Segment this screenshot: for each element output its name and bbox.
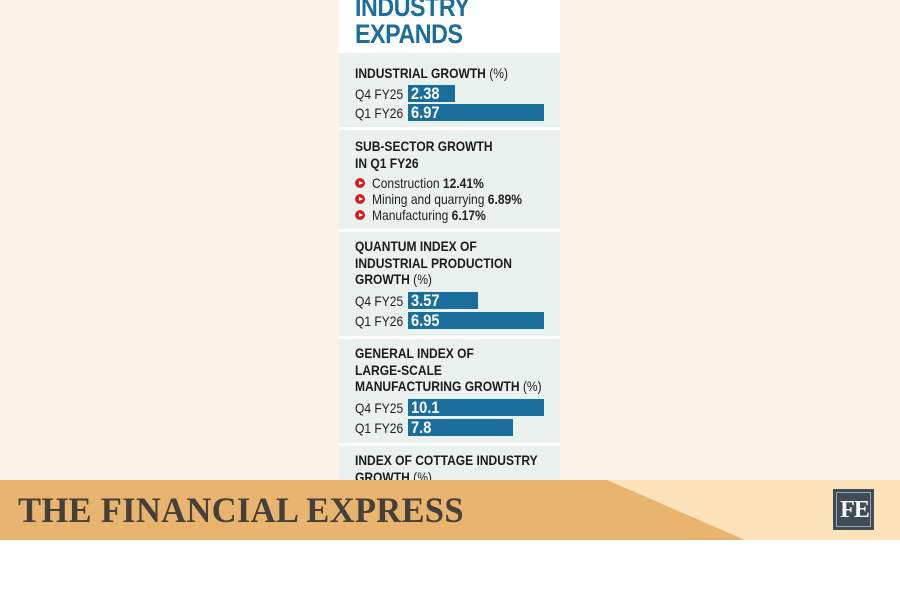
unit-text: (%): [522, 378, 542, 394]
bar-value: 2.38: [411, 84, 440, 103]
bar-q4-fy25: 2.38: [408, 85, 455, 102]
bar-row: Q4 FY25 3.57: [355, 292, 555, 310]
bar-q1-fy26: 6.97: [408, 104, 544, 121]
section-lsm-growth: GENERAL INDEX OF LARGE-SCALE MANUFACTURI…: [339, 339, 560, 443]
bar-value: 3.57: [411, 291, 440, 310]
section-heading: GENERAL INDEX OF LARGE-SCALE MANUFACTURI…: [355, 345, 542, 395]
bar-value: 6.95: [411, 311, 440, 330]
bar-q1-fy26: 6.95: [408, 312, 544, 329]
item-name: Construction: [372, 175, 440, 191]
bar-label: Q4 FY25: [355, 400, 404, 416]
section-qip-growth: QUANTUM INDEX OF INDUSTRIAL PRODUCTION G…: [339, 232, 560, 336]
bar-row: Q1 FY26 7.8: [355, 419, 555, 437]
heading-line: GROWTH (%): [355, 271, 512, 288]
list-item-text: Mining and quarrying 6.89%: [372, 191, 522, 207]
bar-row: Q1 FY26 6.95: [355, 312, 555, 330]
logo-text: FE: [840, 497, 870, 523]
item-name: Mining and quarrying: [372, 191, 485, 207]
heading-line: LARGE-SCALE: [355, 361, 442, 378]
heading-line: SUB-SECTOR GROWTH: [355, 138, 493, 154]
section-sub-sector-growth: SUB-SECTOR GROWTH IN Q1 FY26 Constructio…: [339, 130, 560, 229]
bar-row: Q4 FY25 10.1: [355, 399, 555, 417]
heading-line: QUANTUM INDEX OF: [355, 238, 477, 254]
list-item-text: Manufacturing 6.17%: [372, 207, 486, 223]
infographic-title: INDUSTRY EXPANDS: [355, 0, 470, 49]
bar-label: Q1 FY26: [355, 420, 404, 436]
heading-line: MANUFACTURING GROWTH (%): [355, 378, 542, 395]
item-value: 12.41%: [442, 175, 484, 191]
bar-row: Q1 FY26 6.97: [355, 104, 555, 122]
heading-text: GROWTH: [355, 468, 410, 481]
heading-line: GENERAL INDEX OF: [355, 345, 474, 361]
section-heading: QUANTUM INDEX OF INDUSTRIAL PRODUCTION G…: [355, 238, 512, 288]
bar-label: Q1 FY26: [355, 105, 404, 121]
section-heading: INDEX OF COTTAGE INDUSTRY GROWTH (%): [355, 452, 538, 480]
bar-label: Q4 FY25: [355, 86, 404, 102]
brand-name: THE FINANCIAL EXPRESS: [18, 490, 464, 530]
unit-text: (%): [489, 65, 508, 81]
bar-row: Q4 FY25 2.38: [355, 85, 555, 103]
item-value: 6.17%: [451, 207, 486, 223]
heading-line: INDEX OF COTTAGE INDUSTRY: [355, 452, 538, 468]
unit-text: (%): [413, 468, 432, 481]
heading-text: MANUFACTURING GROWTH: [355, 378, 520, 394]
bullet-arrow-icon: [355, 210, 365, 220]
infographic-panel: INDUSTRY EXPANDS INDUSTRIAL GROWTH (%) Q…: [339, 0, 560, 480]
bar-q4-fy25: 10.1: [408, 399, 544, 416]
publisher-banner: THE FINANCIAL EXPRESS FE: [0, 480, 900, 540]
bar-value: 7.8: [411, 418, 432, 437]
logo-border: [836, 492, 871, 527]
title-line-2: EXPANDS: [355, 19, 463, 49]
bar-q1-fy26: 7.8: [408, 419, 513, 436]
section-cottage-industry: INDEX OF COTTAGE INDUSTRY GROWTH (%): [339, 446, 560, 480]
unit-text: (%): [413, 271, 432, 287]
section-heading: INDUSTRIAL GROWTH (%): [355, 65, 508, 82]
bar-value: 6.97: [411, 103, 440, 122]
heading-text: GROWTH: [355, 271, 410, 287]
item-name: Manufacturing: [372, 207, 449, 223]
bullet-arrow-icon: [355, 178, 365, 188]
bar-q4-fy25: 3.57: [408, 292, 478, 309]
bar-label: Q1 FY26: [355, 313, 404, 329]
section-industrial-growth: INDUSTRIAL GROWTH (%) Q4 FY25 2.38 Q1 FY…: [339, 53, 560, 127]
fe-logo-icon: FE: [833, 489, 874, 530]
bar-label: Q4 FY25: [355, 293, 404, 309]
bar-value: 10.1: [411, 398, 440, 417]
list-item-text: Construction 12.41%: [372, 175, 484, 191]
title-line-1: INDUSTRY: [355, 0, 470, 22]
bullet-arrow-icon: [355, 194, 365, 204]
heading-text: INDUSTRIAL GROWTH: [355, 65, 486, 81]
item-value: 6.89%: [487, 191, 522, 207]
heading-line: IN Q1 FY26: [355, 154, 419, 171]
banner-accent: [0, 480, 745, 540]
heading-line: INDUSTRIAL PRODUCTION: [355, 254, 512, 271]
heading-line: GROWTH (%): [355, 469, 538, 481]
section-heading: SUB-SECTOR GROWTH IN Q1 FY26: [355, 138, 493, 171]
